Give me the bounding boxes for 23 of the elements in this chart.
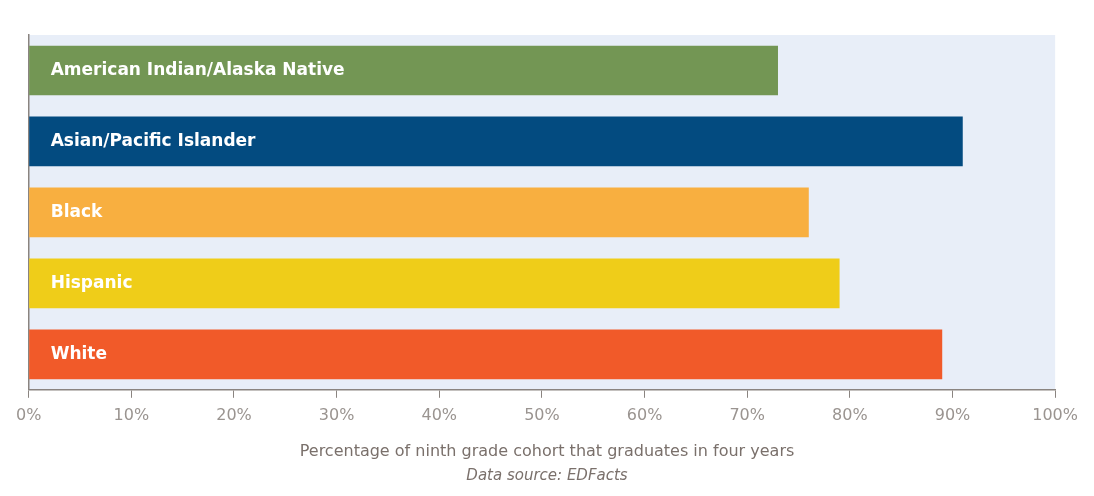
x-tick-label: 0% (16, 404, 42, 424)
bar (29, 187, 809, 238)
x-tick-label: 20% (216, 404, 252, 424)
x-tick-label: 100% (1032, 404, 1078, 424)
x-tick-label: 30% (318, 404, 355, 424)
bar (29, 258, 840, 309)
bar (29, 116, 963, 167)
x-axis-title: Percentage of ninth grade cohort that graduates in four years (298, 441, 796, 460)
bar (29, 45, 778, 96)
y-tick-label: American Indian/Alaska Native (50, 58, 345, 79)
y-tick-label: Hispanic (50, 271, 133, 292)
x-tick-label: 90% (934, 404, 971, 424)
x-tick-label: 50% (524, 404, 560, 424)
y-tick-label: Black (50, 200, 104, 221)
x-tick-label: 10% (113, 404, 150, 424)
x-tick-label: 60% (626, 404, 663, 424)
source-note: Data source: EDFacts (465, 466, 629, 484)
bar (29, 329, 943, 380)
x-tick-label: 40% (421, 404, 458, 424)
x-tick-label: 80% (832, 404, 868, 424)
x-tick-label: 70% (729, 404, 765, 424)
y-tick-label: White (50, 342, 108, 363)
y-tick-label: Asian/Pacific Islander (50, 129, 257, 150)
